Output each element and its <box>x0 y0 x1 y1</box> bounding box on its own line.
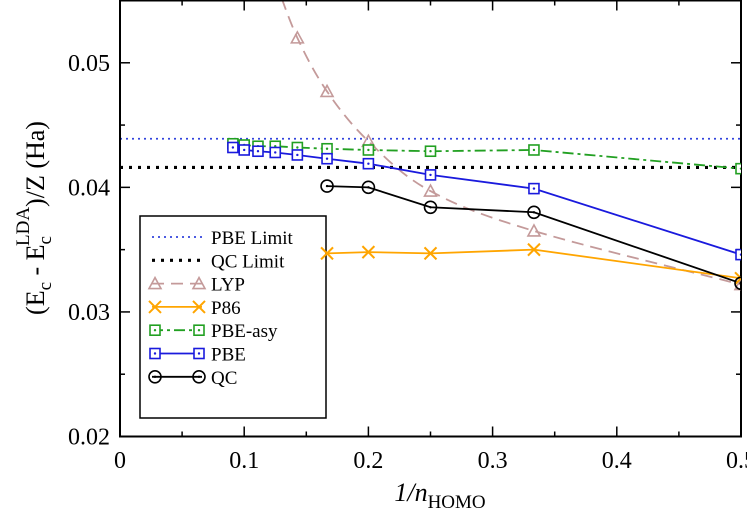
series-qc-point <box>527 205 541 220</box>
legend-marker-p86 <box>148 300 162 314</box>
series-lyp-point <box>733 276 741 291</box>
series-p86-point <box>361 245 376 259</box>
y-tick-label: 0.03 <box>68 300 110 326</box>
series-pbe-asy-point-dot <box>429 150 432 153</box>
legend-marker-pbe-dot <box>153 352 157 355</box>
legend-label-lyp: LYP <box>211 275 245 296</box>
legend-marker-qc-dot <box>153 375 157 378</box>
series-pbe-point <box>735 248 741 261</box>
series-qc-point-dot <box>429 206 432 209</box>
series-p86-point <box>734 271 741 286</box>
series-pbe-asy-point <box>735 162 741 175</box>
series-qc-point <box>423 200 438 215</box>
legend-marker-qc <box>192 369 206 384</box>
x-tick-label: 0.5 <box>726 448 747 474</box>
legend-label-pbe: PBE <box>211 345 246 366</box>
series-lyp-point <box>526 223 542 237</box>
legend-marker-pbe-asy-dot <box>153 329 157 332</box>
legend-box <box>139 215 327 419</box>
series-pbe-line <box>232 146 741 256</box>
y-axis-title-close: )/Z (Ha) <box>21 121 50 207</box>
series-lyp-point <box>319 83 335 98</box>
legend-marker-pbe-dot <box>197 352 201 355</box>
series-pbe-point-dot <box>532 187 536 190</box>
y-tick-label: 0.02 <box>68 425 110 451</box>
series-pbe-asy-point-dot <box>739 167 741 170</box>
plot-frame <box>119 0 742 438</box>
y-axis-title-minus: - E <box>21 244 50 282</box>
series-qc-point-dot <box>325 184 329 188</box>
series-qc-point <box>734 276 741 291</box>
x-tick-label: 0.2 <box>353 448 383 474</box>
legend-marker-qc <box>148 369 162 384</box>
series-pbe-asy-point-dot <box>532 148 536 152</box>
series-p86-point <box>423 246 438 261</box>
x-axis: 0 0.1 0.2 0.3 0.4 0.5 <box>114 0 747 474</box>
y-axis-title-open: (E <box>21 290 50 315</box>
series-p86-point <box>527 242 541 257</box>
series-pbe-point-dot <box>256 150 260 153</box>
series-qc-point-dot <box>739 282 741 285</box>
x-axis-title: 1/nHOMO <box>394 478 485 513</box>
series-qc-point-dot <box>367 186 370 189</box>
legend-marker-p86 <box>192 300 206 314</box>
legend-label-pbe-asy: PBE-asy <box>211 321 278 342</box>
series-lyp-line <box>281 0 741 286</box>
series-pbe-asy-point-dot <box>325 147 329 150</box>
legend-marker-lyp <box>191 275 207 290</box>
series-pbe-point-dot <box>231 146 235 149</box>
legend-label-p86: P86 <box>211 298 241 319</box>
series-pbe-asy-point-dot <box>296 146 299 149</box>
series-qc-point <box>361 180 376 195</box>
legend-label-pbe-limit: PBE Limit <box>211 228 294 249</box>
series-pbe-asy-point-dot <box>367 148 370 152</box>
series-pbe-point-dot <box>367 162 370 165</box>
legend-label-qc-limit: QC Limit <box>211 251 285 272</box>
x-tick-label: 0.3 <box>478 448 508 474</box>
legend-label-qc: QC <box>211 368 237 389</box>
series-pbe-point-dot <box>243 148 246 152</box>
y-axis: 0.02 0.03 0.04 0.05 <box>68 51 741 451</box>
series-lyp-point <box>290 30 305 44</box>
legend-marker-lyp <box>147 275 163 290</box>
x-axis-title-main: 1/n <box>394 478 427 507</box>
series-qc-point-dot <box>532 211 536 214</box>
y-axis-title-sub1: c <box>35 282 56 290</box>
series-lyp-point <box>423 183 438 197</box>
y-axis-title: (Ec - EcLDA)/Z (Ha) <box>13 121 56 315</box>
series-pbe-point-dot <box>274 151 277 154</box>
y-tick-label: 0.05 <box>68 51 110 77</box>
y-axis-title-sup2: LDA <box>13 207 34 246</box>
x-tick-label: 0.1 <box>229 448 259 474</box>
legend-marker-pbe-asy-dot <box>197 329 201 332</box>
y-axis-title-sub2: c <box>35 236 56 244</box>
series-p86-point <box>320 246 334 261</box>
x-axis-title-sub: HOMO <box>428 492 486 513</box>
series-pbe-asy-line <box>232 142 741 170</box>
series-qc-point <box>320 179 334 193</box>
series-pbe-point-dot <box>296 153 299 157</box>
series-pbe-point-dot <box>325 157 329 160</box>
series-markers <box>227 30 741 291</box>
series-pbe-point-dot <box>739 253 741 256</box>
series-pbe-point-dot <box>429 173 432 177</box>
legend-marker-qc-dot <box>197 375 201 378</box>
x-tick-label: 0 <box>114 448 126 474</box>
x-tick-label: 0.4 <box>602 448 632 474</box>
y-tick-label: 0.04 <box>68 175 110 201</box>
